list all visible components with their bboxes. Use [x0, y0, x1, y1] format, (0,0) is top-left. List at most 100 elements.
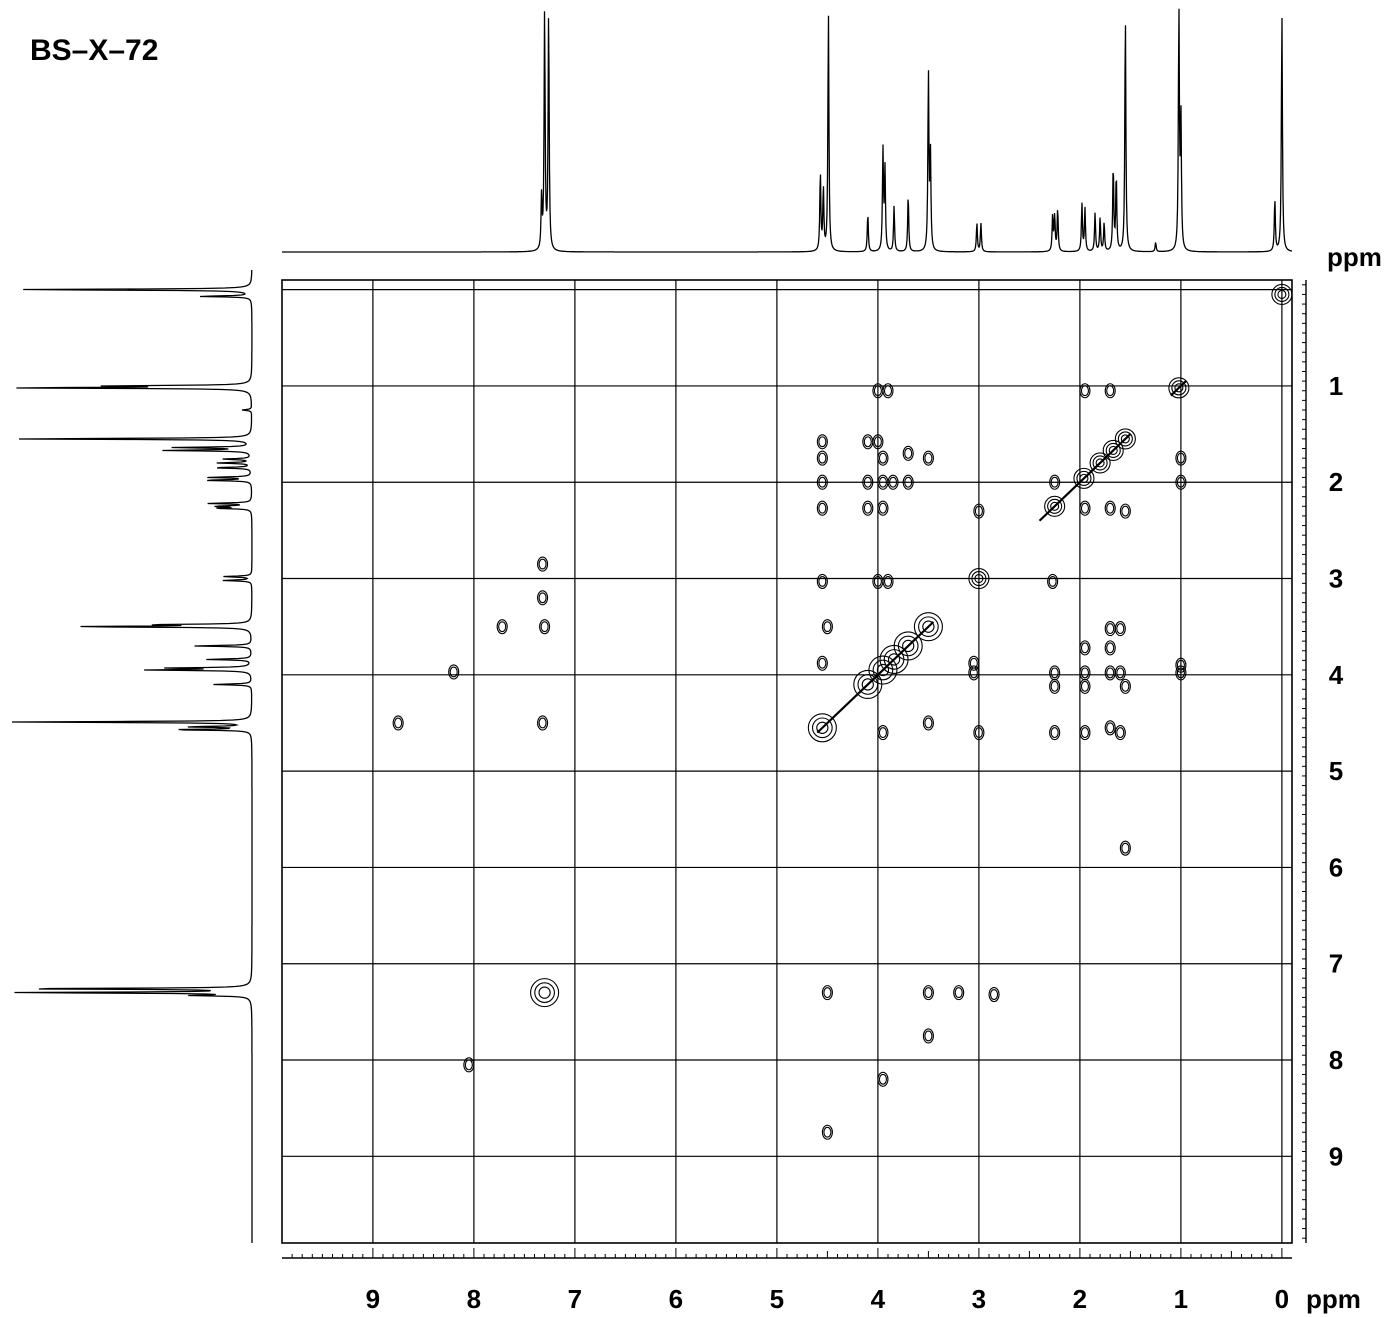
contour-ring: [882, 383, 894, 399]
cross-peak: [902, 445, 914, 461]
contour-ring: [816, 450, 828, 466]
contour-ring: [1121, 842, 1130, 854]
cross-peak: [1104, 500, 1116, 516]
contour-ring: [1050, 727, 1059, 739]
contour-ring: [807, 713, 837, 743]
contour-ring: [1106, 502, 1115, 514]
cross-peak: [968, 665, 980, 681]
y-tick-label: 2: [1329, 467, 1343, 497]
cross-peak: [1119, 503, 1131, 519]
y-tick-label: 3: [1329, 564, 1343, 594]
cross-peak: [862, 500, 874, 516]
y-axis-label: ppm: [1327, 242, 1382, 272]
contour-ring: [1080, 642, 1089, 654]
contour-ring: [924, 717, 933, 729]
contour-ring: [818, 575, 827, 587]
contour-ring: [1050, 476, 1059, 488]
contour-ring: [1277, 289, 1287, 299]
contour-ring: [530, 978, 560, 1008]
top-projection-spectrum: [282, 8, 1293, 253]
grid-lines: [282, 280, 1292, 1243]
contour-ring: [1049, 725, 1061, 741]
plot-frame: [281, 279, 1293, 1244]
cross-peak: [882, 383, 894, 399]
diagonal-peak: [879, 644, 909, 674]
diagonal-peak: [1102, 439, 1124, 462]
contour-ring: [1104, 720, 1116, 736]
cross-peak: [1114, 725, 1126, 741]
contour-ring: [968, 665, 980, 681]
contour-ring: [968, 567, 990, 590]
contour-ring: [1079, 725, 1091, 741]
diagonal-ridge: [1038, 433, 1132, 522]
contour-ring: [463, 1057, 475, 1073]
cross-peak: [1119, 840, 1131, 856]
contour-ring: [1114, 665, 1126, 681]
diagonal-peak: [530, 978, 560, 1008]
contour-ring: [863, 502, 872, 514]
cross-peak: [922, 1028, 934, 1044]
contour-ring: [1108, 445, 1118, 456]
contour-ring: [1080, 727, 1089, 739]
contour-ring: [823, 987, 832, 999]
contour-ring: [888, 476, 898, 488]
contour-ring: [857, 674, 879, 695]
diagonal-ridge: [1170, 380, 1187, 397]
diagonal-peak: [1089, 452, 1111, 474]
contour-ring: [1119, 678, 1131, 694]
contour-ring: [1095, 458, 1105, 468]
contour-ring: [913, 612, 943, 642]
diagonal-ridge: [816, 621, 935, 734]
cross-peak: [973, 503, 985, 519]
contour-ring: [823, 621, 832, 633]
contour-ring: [1120, 434, 1130, 444]
cross-peak: [816, 573, 828, 589]
cross-peak: [537, 590, 549, 606]
contour-ring: [1106, 385, 1115, 397]
contour-ring: [538, 558, 547, 570]
contour-ring: [1121, 505, 1130, 517]
cross-peak: [882, 573, 894, 589]
contour-ring: [1116, 667, 1125, 679]
x-tick-label: 8: [467, 1284, 481, 1314]
contour-ring: [861, 678, 874, 691]
left-projection-spectrum: [11, 270, 253, 1243]
contour-ring: [394, 717, 403, 729]
contour-ring: [1092, 455, 1108, 471]
y-tick-label: 4: [1329, 660, 1344, 690]
diagonal-peak: [1073, 467, 1095, 489]
contour-ring: [924, 987, 933, 999]
contour-ring: [872, 434, 884, 450]
cross-peak: [1175, 474, 1187, 490]
cross-peak: [816, 655, 828, 671]
contour-ring: [877, 500, 889, 516]
contour-ring: [879, 644, 909, 674]
y-tick-label: 9: [1329, 1141, 1343, 1171]
contour-ring: [922, 620, 935, 633]
contour-ring: [537, 715, 549, 731]
cross-peak: [463, 1057, 475, 1073]
sample-label: BS–X–72: [30, 34, 159, 67]
contour-ring: [1050, 667, 1059, 679]
contour-ring: [974, 573, 984, 584]
x-tick-label: 6: [669, 1284, 683, 1314]
contour-ring: [1089, 452, 1111, 474]
contour-ring: [1176, 452, 1185, 464]
x-tick-label: 9: [366, 1284, 380, 1314]
contour-ring: [538, 986, 551, 999]
contour-ring: [953, 985, 965, 1001]
cross-peak: [392, 715, 404, 731]
contour-ring: [538, 717, 547, 729]
contour-ring: [1116, 623, 1125, 635]
contour-ring: [1079, 473, 1089, 483]
contour-ring: [816, 655, 828, 671]
contour-ring: [1121, 680, 1130, 692]
contour-ring: [1080, 680, 1089, 692]
cross-peak: [1049, 665, 1061, 681]
cross-peak: [1114, 621, 1126, 637]
contour-ring: [968, 655, 980, 671]
contour-ring: [853, 669, 883, 700]
contour-ring: [1119, 840, 1131, 856]
contour-ring: [1044, 495, 1066, 517]
contour-ring: [1168, 377, 1190, 399]
